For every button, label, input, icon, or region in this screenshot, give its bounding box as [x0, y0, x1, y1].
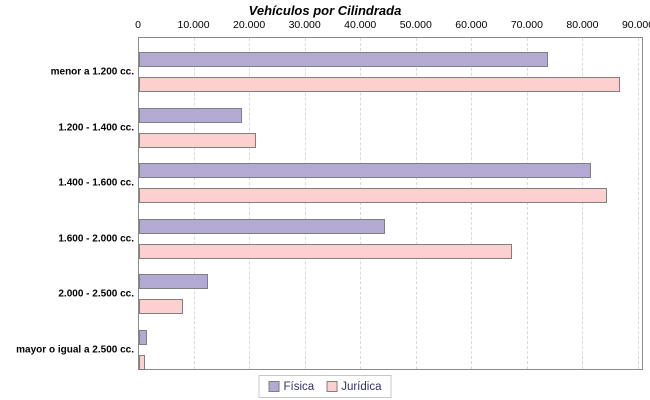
- legend-label: Física: [283, 380, 315, 393]
- bar-juridica: [139, 77, 621, 92]
- gridline: [526, 38, 528, 369]
- legend: Física Jurídica: [258, 375, 392, 398]
- category-label: mayor o igual a 2.500 cc.: [16, 344, 134, 355]
- category-label: 2.000 - 2.500 cc.: [58, 288, 134, 300]
- legend-item-juridica: Jurídica: [326, 381, 381, 393]
- bar-juridica: [139, 188, 607, 203]
- gridline: [582, 38, 584, 369]
- x-axis-tick-label: 60.000: [455, 19, 488, 31]
- category-label: 1.600 - 2.000 cc.: [58, 233, 134, 244]
- category-label: menor a 1.200 cc.: [50, 66, 134, 78]
- x-axis-tick-label: 50.000: [399, 19, 432, 31]
- legend-swatch-juridica-icon: [326, 381, 338, 392]
- bar-fisica: [139, 329, 148, 345]
- category-label: 1.400 - 1.600 cc.: [58, 177, 134, 189]
- gridline: [360, 38, 362, 369]
- x-axis-tick-label: 10.000: [177, 19, 210, 31]
- bar-fisica: [139, 52, 549, 67]
- legend-label: Jurídica: [341, 380, 382, 393]
- x-axis-tick-label: 80.000: [566, 19, 599, 31]
- x-axis-tick-label: 30.000: [288, 19, 321, 31]
- chart-title: Vehículos por Cilindrada: [248, 3, 402, 18]
- gridline: [304, 38, 306, 369]
- bar-fisica: [139, 218, 386, 234]
- bar-juridica: [139, 132, 256, 148]
- x-axis-tick-label: 0: [135, 19, 141, 31]
- gridline: [638, 38, 639, 369]
- gridline: [471, 38, 473, 369]
- bar-fisica: [139, 107, 242, 123]
- x-axis-tick-label: 90.000: [621, 19, 650, 31]
- category-label: 1.200 - 1.400 cc.: [58, 122, 134, 133]
- gridline: [193, 38, 195, 369]
- plot-area: [138, 37, 643, 370]
- bar-fisica: [139, 163, 591, 178]
- bar-fisica: [139, 274, 209, 289]
- x-axis-tick-label: 40.000: [344, 19, 377, 31]
- bar-juridica: [139, 354, 146, 370]
- x-axis-tick-label: 20.000: [233, 19, 266, 31]
- gridline: [415, 38, 417, 369]
- legend-swatch-fisica-icon: [268, 381, 280, 392]
- bar-juridica: [139, 243, 512, 259]
- gridline: [249, 38, 251, 369]
- x-axis-tick-label: 70.000: [510, 19, 543, 31]
- bar-juridica: [139, 299, 184, 314]
- legend-item-fisica: Física: [268, 380, 315, 393]
